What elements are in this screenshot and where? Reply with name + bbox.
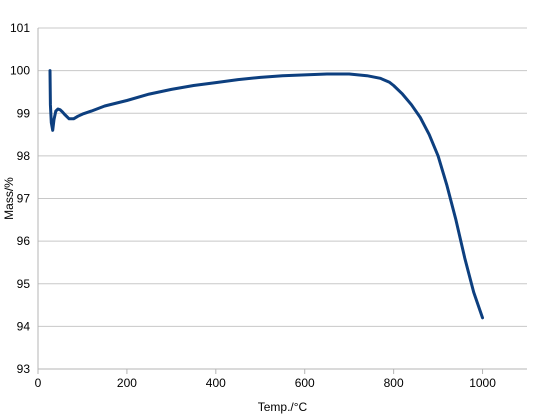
y-tick-label: 99	[17, 106, 31, 120]
x-tick-label: 200	[117, 376, 137, 390]
x-tick-label: 800	[384, 376, 404, 390]
x-tick-label: 0	[35, 376, 42, 390]
x-tick-label: 1000	[469, 376, 496, 390]
y-tick-label: 100	[10, 64, 30, 78]
y-tick-label: 96	[17, 234, 31, 248]
x-axis-title: Temp./°C	[258, 400, 308, 414]
x-tick-label: 400	[206, 376, 226, 390]
x-tick-labels: 0 200 400 600 800 1000	[35, 376, 497, 390]
y-tick-label: 93	[17, 362, 31, 376]
y-tick-label: 94	[17, 319, 31, 333]
x-tick-label: 600	[295, 376, 315, 390]
y-tick-label: 98	[17, 149, 31, 163]
y-tick-labels: 93 94 95 96 97 98 99 100 101	[10, 21, 30, 376]
y-tick-label: 101	[10, 21, 30, 35]
y-axis-title: Mass/%	[2, 177, 16, 220]
grid-lines	[38, 27, 527, 370]
axes	[37, 28, 527, 374]
series-line	[48, 69, 484, 320]
y-tick-label: 95	[17, 277, 31, 291]
series-group	[48, 69, 484, 320]
y-tick-label: 97	[17, 192, 31, 206]
